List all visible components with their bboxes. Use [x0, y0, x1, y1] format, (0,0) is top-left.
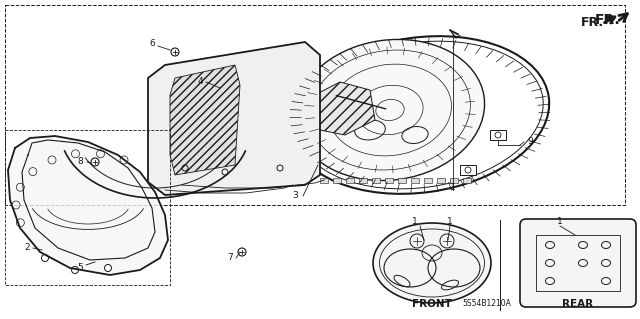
Text: 9: 9	[527, 137, 533, 146]
Bar	[346, 178, 354, 183]
Bar	[5, 130, 170, 285]
Polygon shape	[170, 65, 240, 175]
Polygon shape	[8, 136, 168, 275]
Bar	[450, 178, 458, 183]
Text: 6: 6	[149, 40, 155, 48]
Text: 3: 3	[292, 190, 298, 199]
Text: 2: 2	[24, 243, 30, 253]
Ellipse shape	[373, 223, 491, 303]
Text: FRONT: FRONT	[412, 299, 452, 309]
Bar	[333, 178, 341, 183]
Bar	[5, 5, 625, 205]
Text: 5: 5	[77, 263, 83, 272]
Bar	[372, 178, 380, 183]
Bar	[460, 165, 476, 175]
Text: REAR: REAR	[563, 299, 593, 309]
Ellipse shape	[296, 40, 484, 181]
FancyBboxPatch shape	[520, 219, 636, 307]
Bar	[411, 178, 419, 183]
Bar	[385, 178, 393, 183]
Text: 1: 1	[450, 182, 456, 191]
Text: 8: 8	[77, 158, 83, 167]
Bar	[490, 130, 506, 140]
Text: 7: 7	[227, 254, 233, 263]
Bar	[320, 178, 328, 183]
Polygon shape	[305, 82, 375, 135]
Bar	[437, 178, 445, 183]
Bar	[424, 178, 432, 183]
Text: 1: 1	[412, 218, 418, 226]
Bar	[359, 178, 367, 183]
Text: 1: 1	[447, 218, 453, 226]
Text: 5S54B1210A: 5S54B1210A	[463, 300, 511, 308]
Polygon shape	[148, 42, 320, 195]
Text: FR.: FR.	[595, 13, 621, 27]
Bar	[536, 235, 620, 291]
Bar	[463, 178, 471, 183]
Text: 1: 1	[557, 218, 563, 226]
Text: 4: 4	[197, 78, 203, 86]
Bar	[398, 178, 406, 183]
Bar	[300, 165, 316, 175]
Text: FR.: FR.	[580, 16, 604, 28]
